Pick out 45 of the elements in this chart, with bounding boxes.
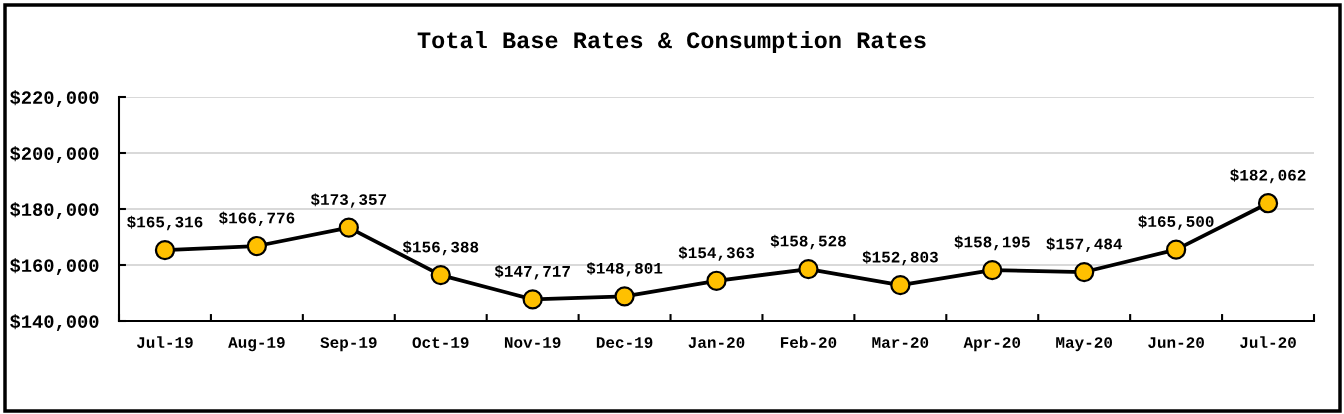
data-label: $157,484 xyxy=(1046,237,1123,253)
x-tick-label: Sep-19 xyxy=(320,337,377,352)
point xyxy=(430,264,451,286)
point xyxy=(522,289,543,310)
x-tick-label: Jul-20 xyxy=(1240,336,1296,349)
x-tick-label: Feb-20 xyxy=(780,336,837,349)
x-tick-label: Nov-19 xyxy=(504,337,561,349)
x-tick-label: May-20 xyxy=(1056,337,1113,352)
point xyxy=(1165,239,1187,260)
y-tick-label: $180,000 xyxy=(10,202,99,220)
point xyxy=(614,286,635,307)
point xyxy=(154,239,176,261)
data-label: $165,316 xyxy=(127,215,203,231)
data-label: $147,717 xyxy=(494,264,570,280)
y-tick-label: $140,000 xyxy=(10,314,99,332)
point xyxy=(890,275,911,296)
data-label: $154,363 xyxy=(678,246,755,261)
data-label: $152,803 xyxy=(862,250,938,266)
y-tick-label: $220,000 xyxy=(10,90,99,108)
data-label: $148,801 xyxy=(586,261,663,277)
x-tick-label: Dec-19 xyxy=(596,337,653,349)
x-tick-label: Oct-19 xyxy=(412,337,469,349)
x-tick-label: Apr-20 xyxy=(963,337,1021,352)
data-label: $156,388 xyxy=(402,240,479,256)
chart-title: Total Base Rates & Consumption Rates xyxy=(417,31,926,53)
data-label: $158,195 xyxy=(954,235,1030,251)
data-label: $158,528 xyxy=(770,234,846,250)
x-tick-label: Jul-19 xyxy=(137,336,193,349)
x-tick-label: Jan-20 xyxy=(688,337,745,349)
point xyxy=(798,258,819,280)
y-tick-label: $160,000 xyxy=(10,258,99,276)
x-tick-label: Aug-19 xyxy=(228,337,285,352)
x-tick-label: Jun-20 xyxy=(1148,337,1204,349)
data-label: $173,357 xyxy=(311,193,387,208)
point xyxy=(1074,261,1095,283)
point xyxy=(706,270,727,291)
y-tick-label: $200,000 xyxy=(10,146,99,164)
data-label: $165,500 xyxy=(1138,215,1214,230)
data-label: $182,062 xyxy=(1230,168,1306,184)
data-label: $166,776 xyxy=(219,211,295,227)
point xyxy=(1257,193,1279,214)
point xyxy=(982,259,1003,281)
point xyxy=(246,235,268,257)
x-tick-label: Mar-20 xyxy=(872,337,929,349)
point xyxy=(338,217,359,238)
